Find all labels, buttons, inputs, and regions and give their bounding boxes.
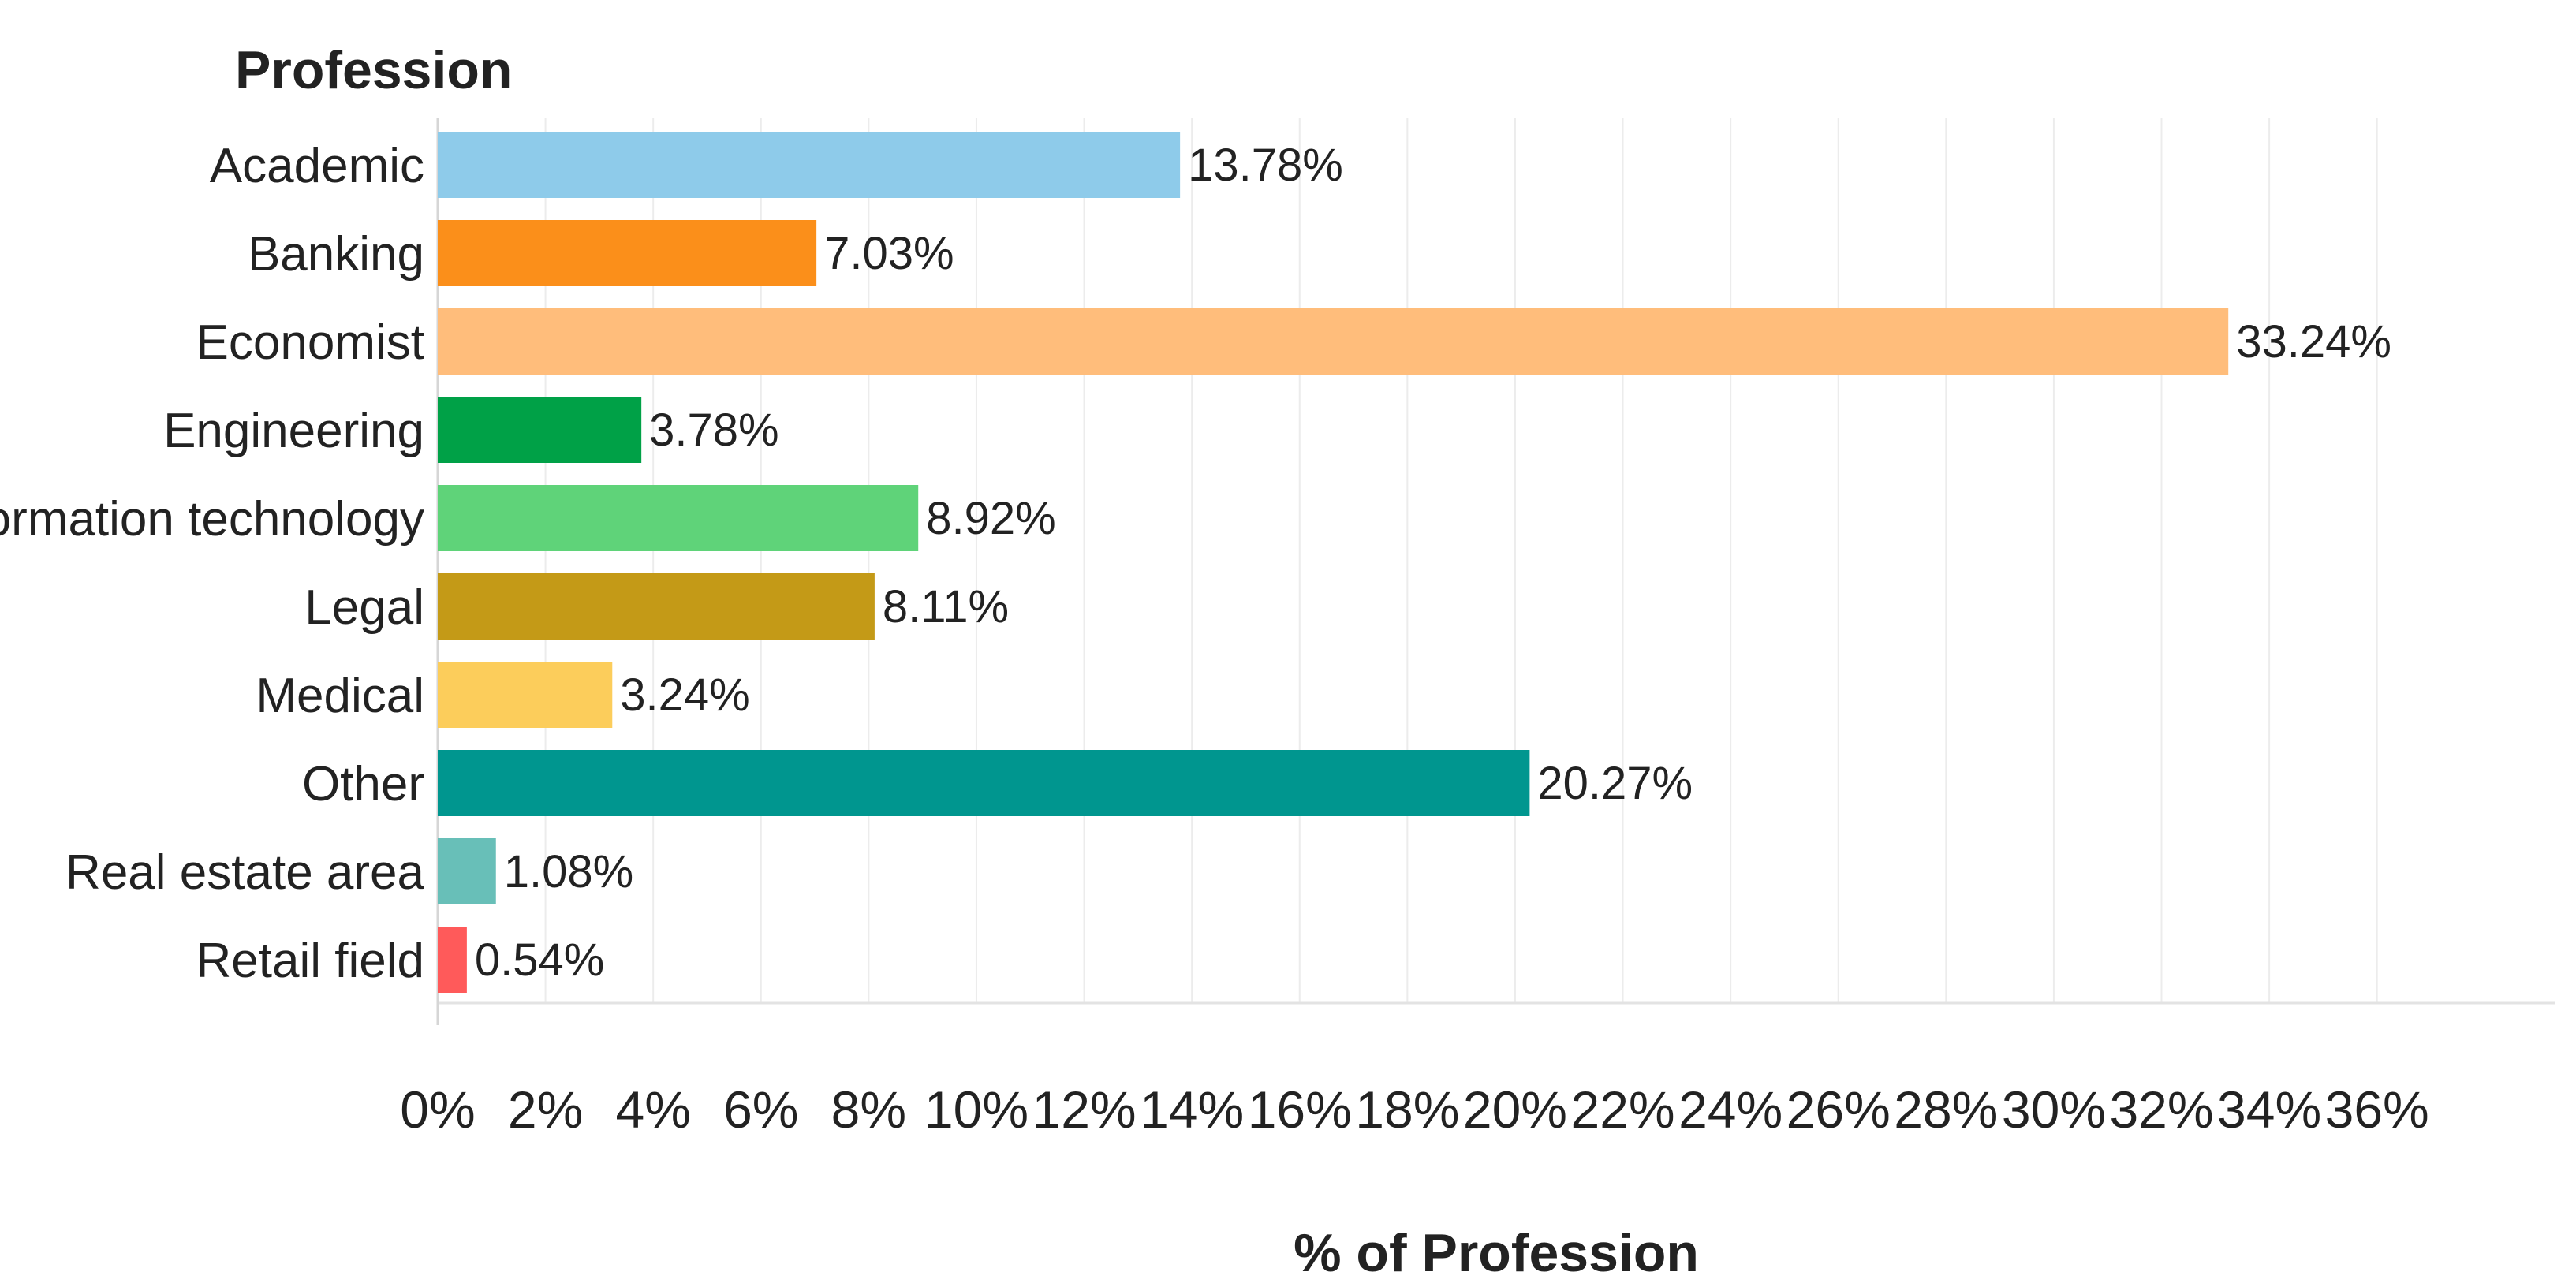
x-tick-label: 36%	[2325, 1080, 2429, 1139]
category-label: Real estate area	[65, 845, 424, 900]
x-tick-label: 8%	[831, 1080, 906, 1139]
bar-legal[interactable]	[438, 573, 875, 640]
gridlines	[437, 118, 2378, 1003]
category-label: Economist	[196, 315, 424, 370]
bar-retail-field[interactable]	[438, 927, 467, 993]
x-tick-label: 22%	[1570, 1080, 1674, 1139]
data-label: 1.08%	[504, 846, 633, 897]
x-tick-label: 28%	[1894, 1080, 1998, 1139]
category-label: Information technology	[0, 492, 424, 546]
data-label: 0.54%	[475, 934, 604, 986]
x-tick-label: 10%	[924, 1080, 1029, 1139]
x-tick-label: 0%	[400, 1080, 475, 1139]
bar-real-estate-area[interactable]	[438, 838, 496, 904]
x-tick-label: 34%	[2217, 1080, 2321, 1139]
bar-medical[interactable]	[438, 662, 613, 728]
data-label: 8.11%	[883, 581, 1009, 632]
bar-other[interactable]	[438, 750, 1530, 816]
bar-academic[interactable]	[438, 132, 1181, 198]
category-label: Engineering	[163, 404, 424, 458]
x-tick-label: 32%	[2109, 1080, 2213, 1139]
x-tick-label: 2%	[508, 1080, 583, 1139]
bar-information-technology[interactable]	[438, 485, 919, 551]
bars	[438, 132, 2229, 993]
x-tick-label: 18%	[1355, 1080, 1459, 1139]
bar-engineering[interactable]	[438, 397, 642, 463]
data-label: 7.03%	[824, 228, 954, 279]
data-label: 3.78%	[649, 405, 778, 456]
category-label: Legal	[304, 580, 424, 635]
x-tick-label: 4%	[615, 1080, 690, 1139]
data-label: 3.24%	[620, 669, 749, 721]
data-label: 13.78%	[1188, 140, 1343, 191]
data-label: 8.92%	[926, 493, 1055, 544]
category-label: Academic	[210, 139, 424, 193]
category-label: Retail field	[196, 934, 424, 988]
x-tick-labels: 0% 2% 4% 6% 8% 10% 12% 14% 16% 18% 20% 22% 24% 26% 28%…	[400, 1080, 2429, 1139]
data-label: 20.27%	[1537, 758, 1693, 809]
x-tick-label: 16%	[1248, 1080, 1352, 1139]
y-axis-header: Profession	[235, 40, 512, 100]
x-axis-title: % of Profession	[1294, 1223, 1699, 1283]
category-label: Banking	[248, 227, 424, 282]
bar-economist[interactable]	[438, 308, 2229, 375]
x-tick-label: 24%	[1678, 1080, 1783, 1139]
x-tick-label: 20%	[1463, 1080, 1567, 1139]
x-tick-label: 12%	[1032, 1080, 1137, 1139]
category-label: Medical	[256, 669, 424, 723]
x-tick-label: 30%	[2002, 1080, 2106, 1139]
data-label: 33.24%	[2236, 316, 2391, 367]
data-labels: 13.78% 7.03% 33.24% 3.78% 8.92% 8.11% 3.24% 20.…	[475, 140, 2391, 986]
x-tick-label: 6%	[723, 1080, 798, 1139]
category-label: Other	[302, 757, 424, 811]
x-tick-label: 14%	[1140, 1080, 1244, 1139]
x-tick-label: 26%	[1786, 1080, 1891, 1139]
bar-banking[interactable]	[438, 220, 817, 286]
category-labels: Academic Banking Economist Engineering Infor…	[0, 139, 425, 988]
